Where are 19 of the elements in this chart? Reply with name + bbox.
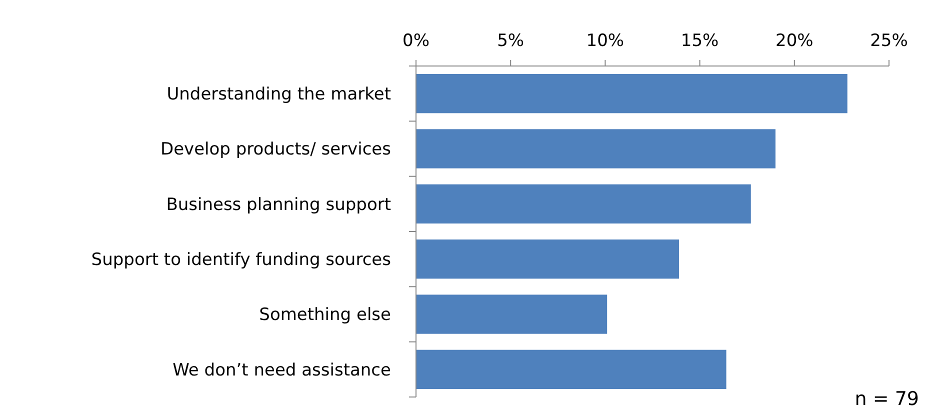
x-tick-label: 20% — [776, 31, 814, 51]
x-tick-label: 15% — [680, 31, 719, 51]
y-tick-label: We don’t need assistance — [172, 360, 391, 380]
y-tick-label: Business planning support — [166, 194, 392, 215]
y-tick-label: Support to identify funding sources — [91, 250, 392, 270]
y-tick-label: Understanding the market — [166, 84, 392, 105]
annotation: n = 79 — [854, 388, 919, 410]
y-tick-label: Something else — [259, 305, 391, 326]
x-tick-label: 25% — [870, 31, 908, 51]
bar — [416, 184, 751, 224]
bar — [416, 129, 776, 168]
bar — [416, 74, 848, 114]
x-tick-label: 5% — [497, 31, 524, 51]
bar — [416, 294, 608, 334]
x-tick-label: 0% — [402, 31, 430, 51]
y-tick-label: Develop products/ services — [160, 140, 392, 160]
bar — [416, 350, 726, 389]
bar — [416, 240, 679, 279]
x-tick-label: 10% — [586, 31, 624, 51]
